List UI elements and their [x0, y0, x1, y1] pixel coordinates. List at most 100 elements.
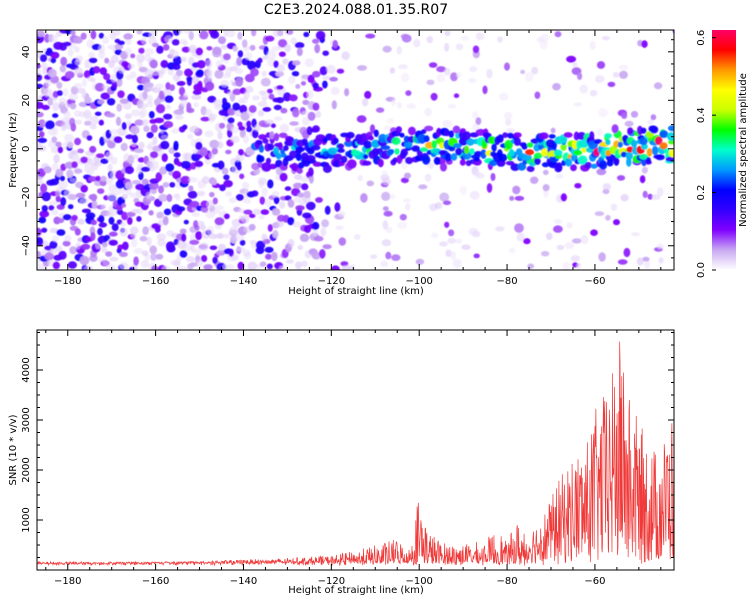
heatmap-cell: [395, 126, 402, 134]
heatmap-cell: [56, 229, 66, 236]
heatmap-cell: [278, 265, 286, 270]
heatmap-cell: [235, 194, 244, 201]
heatmap-cell: [236, 56, 243, 66]
heatmap-cell: [459, 128, 466, 134]
heatmap-cell: [657, 187, 664, 197]
heatmap-cell: [182, 242, 193, 252]
heatmap-cell: [550, 127, 556, 134]
heatmap-cell: [223, 174, 230, 181]
heatmap-cell: [222, 263, 228, 270]
heatmap-cell: [121, 60, 129, 68]
heatmap-cell: [288, 94, 298, 102]
heatmap-cell: [142, 90, 148, 100]
heatmap-cell: [647, 193, 653, 200]
heatmap-cell: [555, 173, 564, 179]
heatmap-cell: [556, 162, 563, 172]
heatmap-cell: [312, 102, 320, 111]
heatmap-cell: [169, 50, 180, 59]
heatmap-cell: [378, 133, 388, 143]
heatmap-cell: [126, 120, 132, 127]
heatmap-cell: [105, 251, 113, 257]
heatmap-cell: [239, 104, 248, 114]
heatmap-cell: [249, 44, 256, 51]
heatmap-cell: [264, 199, 272, 207]
y-tick-label: 20: [21, 94, 32, 107]
heatmap-cell: [362, 160, 372, 166]
heatmap-cell: [245, 86, 254, 93]
heatmap-cell: [599, 160, 608, 170]
heatmap-cell: [118, 128, 128, 136]
heatmap-cell: [382, 220, 389, 230]
heatmap-cell: [105, 263, 116, 270]
heatmap-cell: [424, 173, 432, 182]
heatmap-cell: [121, 203, 127, 208]
heatmap-cell: [620, 151, 627, 158]
spectrogram-panel: −180 −160 −140 −120 −100 −80 −60 −40 −20 0 20 40 H…: [8, 29, 681, 297]
heatmap-cell: [312, 70, 321, 78]
heatmap-cell: [675, 202, 681, 209]
heatmap-cell: [282, 58, 289, 65]
heatmap-cell: [123, 33, 133, 40]
heatmap-cell: [307, 74, 315, 83]
heatmap-cell: [434, 202, 443, 210]
heatmap-cell: [163, 87, 172, 97]
colorbar-tick-label: 0.4: [696, 107, 707, 123]
heatmap-cell: [642, 190, 648, 198]
x-tick-label: −80: [497, 276, 518, 287]
heatmap-cell: [519, 142, 527, 148]
heatmap-cell: [141, 260, 149, 268]
heatmap-cell: [55, 168, 64, 178]
heatmap-cell: [444, 42, 450, 52]
heatmap-cell: [106, 112, 116, 118]
snr-y-axis-label: SNR (10 * v/v): [8, 414, 19, 485]
heatmap-cell: [639, 153, 649, 160]
heatmap-cell: [62, 88, 69, 97]
heatmap-cell: [262, 55, 269, 60]
heatmap-cell: [570, 164, 577, 172]
heatmap-cell: [261, 233, 268, 241]
heatmap-cell: [218, 36, 226, 45]
heatmap-cell: [264, 119, 275, 125]
heatmap-cell: [52, 261, 60, 270]
heatmap-cell: [119, 98, 129, 104]
heatmap-cell: [651, 145, 659, 156]
heatmap-cell: [221, 167, 229, 175]
heatmap-cell: [75, 242, 81, 250]
heatmap-cell: [118, 251, 128, 257]
heatmap-cell: [390, 98, 397, 107]
heatmap-cell: [562, 261, 570, 270]
heatmap-cell: [100, 204, 107, 209]
heatmap-cell: [156, 211, 164, 219]
heatmap-cell: [639, 175, 646, 184]
heatmap-cell: [230, 126, 240, 134]
heatmap-cell: [84, 96, 92, 104]
heatmap-cell: [116, 77, 123, 88]
heatmap-cell: [133, 247, 144, 255]
heatmap-cell: [258, 177, 267, 186]
heatmap-cell: [422, 155, 431, 165]
heatmap-cell: [445, 249, 452, 257]
heatmap-cell: [67, 141, 74, 149]
heatmap-cell: [94, 111, 102, 117]
heatmap-cell: [442, 119, 453, 128]
heatmap-cell: [227, 107, 236, 116]
heatmap-cell: [440, 162, 447, 172]
heatmap-cell: [385, 251, 392, 260]
heatmap-cell: [306, 126, 313, 136]
x-tick-label: −120: [318, 276, 345, 287]
heatmap-cell: [132, 154, 139, 159]
heatmap-cell: [51, 209, 59, 216]
heatmap-cell: [147, 94, 153, 104]
heatmap-cell: [48, 68, 57, 78]
heatmap-cell: [196, 60, 206, 69]
heatmap-cell: [436, 73, 446, 83]
heatmap-cell: [214, 205, 225, 211]
heatmap-cell: [64, 133, 75, 142]
heatmap-cell: [118, 66, 126, 74]
heatmap-cell: [251, 190, 259, 197]
heatmap-cell: [541, 250, 550, 257]
heatmap-cell: [257, 110, 265, 117]
heatmap-cell: [148, 210, 154, 216]
heatmap-cell: [284, 44, 292, 53]
heatmap-cell: [498, 153, 508, 162]
